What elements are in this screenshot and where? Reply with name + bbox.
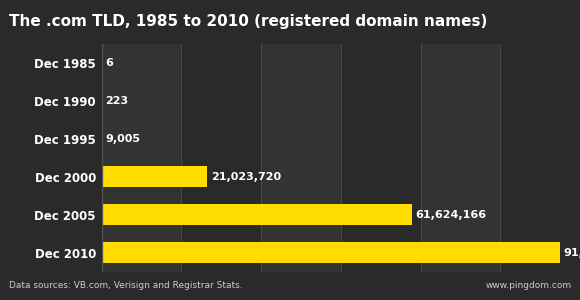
Text: www.pingdom.com: www.pingdom.com bbox=[485, 281, 571, 290]
Text: The .com TLD, 1985 to 2010 (registered domain names): The .com TLD, 1985 to 2010 (registered d… bbox=[9, 14, 487, 29]
Text: 91,000,000: 91,000,000 bbox=[564, 248, 580, 257]
Bar bbox=[341, 44, 420, 272]
Text: 21,023,720: 21,023,720 bbox=[211, 172, 281, 182]
Bar bbox=[102, 44, 181, 272]
Bar bbox=[102, 166, 208, 187]
Bar bbox=[181, 44, 261, 272]
Bar bbox=[500, 44, 580, 272]
Bar bbox=[102, 242, 560, 263]
Text: Data sources: VB.com, Verisign and Registrar Stats.: Data sources: VB.com, Verisign and Regis… bbox=[9, 281, 242, 290]
Text: 61,624,166: 61,624,166 bbox=[416, 209, 487, 220]
Bar bbox=[420, 44, 500, 272]
Bar bbox=[261, 44, 341, 272]
Text: 9,005: 9,005 bbox=[106, 134, 140, 143]
Text: 223: 223 bbox=[106, 95, 128, 106]
Bar bbox=[102, 204, 412, 225]
Text: 6: 6 bbox=[106, 58, 113, 68]
